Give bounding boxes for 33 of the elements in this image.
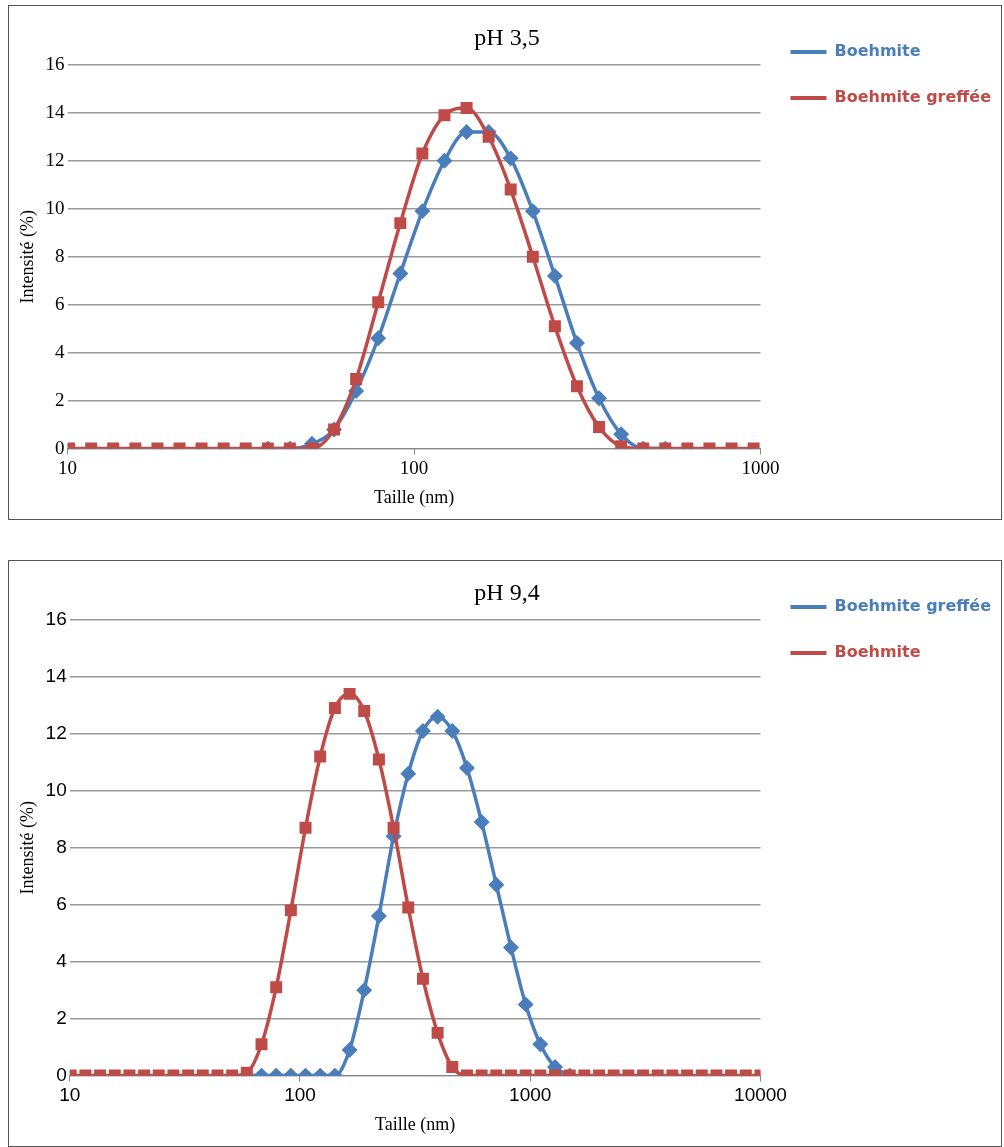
x-tick-label: 1000 (509, 1084, 552, 1106)
legend-label: Boehmite greffée (834, 596, 992, 616)
chart-title: pH 3,5 (474, 23, 540, 50)
y-axis-title: Intensité (%) (16, 800, 38, 895)
y-tick-label: 2 (55, 388, 65, 410)
y-tick-label: 8 (56, 835, 67, 857)
x-axis-title: Taille (nm) (375, 1113, 456, 1135)
legend-label: Boehmite (834, 642, 921, 662)
y-tick-label: 6 (56, 892, 67, 914)
y-tick-label: 12 (45, 721, 67, 743)
y-tick-label: 12 (45, 148, 65, 170)
legend-label: Boehmite (834, 41, 921, 61)
x-tick-label: 100 (284, 1084, 316, 1106)
y-tick-label: 4 (56, 949, 68, 971)
x-axis-title: Taille (nm) (373, 486, 455, 508)
y-axis-title: Intensité (%) (16, 209, 38, 304)
y-tick-label: 0 (55, 436, 65, 458)
y-tick-label: 4 (55, 340, 66, 362)
y-tick-label: 2 (56, 1006, 67, 1028)
x-tick-label: 100 (399, 456, 429, 478)
y-tick-label: 10 (45, 778, 67, 800)
y-tick-label: 16 (45, 608, 67, 630)
y-tick-label: 16 (45, 52, 65, 74)
legend-label: Boehmite greffée (834, 87, 992, 107)
y-tick-label: 8 (55, 244, 65, 266)
y-tick-label: 10 (45, 196, 65, 218)
y-tick-label: 14 (45, 665, 68, 687)
x-tick-label: 10000 (734, 1084, 787, 1106)
x-tick-label: 1000 (741, 456, 780, 478)
y-tick-label: 14 (45, 100, 66, 122)
chart-title: pH 9,4 (474, 578, 540, 605)
y-tick-label: 0 (56, 1063, 67, 1085)
y-tick-label: 6 (55, 292, 65, 314)
